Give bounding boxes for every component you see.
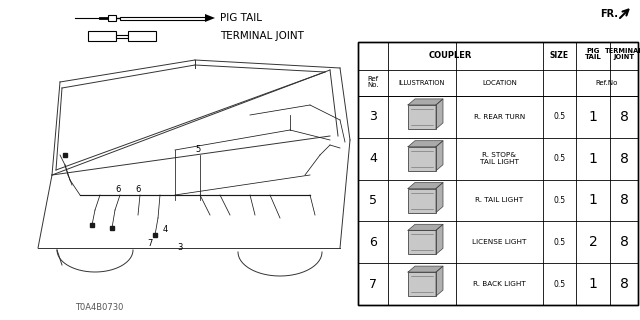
Text: 0.5: 0.5 [554,196,566,205]
Bar [358,42,638,305]
Text: 8: 8 [620,194,628,207]
Text: LOCATION: LOCATION [482,80,517,86]
Text: R. STOP&
TAIL LIGHT: R. STOP& TAIL LIGHT [480,152,519,165]
Bar [153,233,157,237]
Text: COUPLER: COUPLER [429,52,472,60]
Text: 6: 6 [369,236,377,249]
Text: R. REAR TURN: R. REAR TURN [474,114,525,120]
Text: ILLUSTRATION: ILLUSTRATION [399,80,445,86]
Bar [116,35,128,37]
Text: 6: 6 [135,186,141,195]
Bar [90,223,94,227]
Polygon shape [436,99,443,129]
Text: TERMINAL
JOINT: TERMINAL JOINT [605,48,640,60]
Bar [63,153,67,157]
Text: PIG
TAIL: PIG TAIL [584,48,602,60]
Text: FR.: FR. [600,9,618,19]
Text: 0.5: 0.5 [554,280,566,289]
Text: R. TAIL LIGHT: R. TAIL LIGHT [476,197,524,204]
Polygon shape [205,14,215,22]
Text: 1: 1 [589,194,597,207]
Text: 1: 1 [589,277,597,291]
Bar [408,230,436,254]
Text: LICENSE LIGHT: LICENSE LIGHT [472,239,527,245]
Text: 0.5: 0.5 [554,154,566,163]
Text: 5: 5 [195,146,200,155]
Text: 4: 4 [369,152,377,165]
Polygon shape [408,224,443,230]
Text: 8: 8 [620,152,628,166]
Text: 3: 3 [369,110,377,124]
Bar [128,31,156,41]
Bar [110,226,114,230]
Text: 1: 1 [589,152,597,166]
Bar [408,272,436,296]
Bar [408,147,436,171]
Polygon shape [408,141,443,147]
Text: 0.5: 0.5 [554,238,566,247]
Text: 3: 3 [177,243,182,252]
Polygon shape [436,182,443,212]
Polygon shape [436,266,443,296]
Text: 0.5: 0.5 [554,112,566,121]
Text: 4: 4 [163,226,168,235]
Text: TERMINAL JOINT: TERMINAL JOINT [220,31,304,41]
Text: Ref
No.: Ref No. [367,76,379,88]
Text: 5: 5 [369,194,377,207]
Text: 8: 8 [620,110,628,124]
Polygon shape [436,141,443,171]
Text: 7: 7 [147,238,153,247]
Text: SIZE: SIZE [550,52,569,60]
Bar [108,15,116,21]
Text: 6: 6 [115,186,121,195]
Bar [88,31,116,41]
Text: 8: 8 [620,277,628,291]
Text: T0A4B0730: T0A4B0730 [75,303,124,313]
Polygon shape [408,182,443,188]
Polygon shape [408,99,443,105]
Text: 2: 2 [589,235,597,249]
Text: 8: 8 [620,235,628,249]
Bar [120,17,205,20]
Polygon shape [408,266,443,272]
Text: 1: 1 [589,110,597,124]
Bar [358,42,638,305]
Text: PIG TAIL: PIG TAIL [220,13,262,23]
Bar [408,105,436,129]
Text: R. BACK LIGHT: R. BACK LIGHT [473,281,526,287]
Text: Ref.No: Ref.No [596,80,618,86]
Polygon shape [436,224,443,254]
Bar [408,188,436,212]
Text: 7: 7 [369,278,377,291]
